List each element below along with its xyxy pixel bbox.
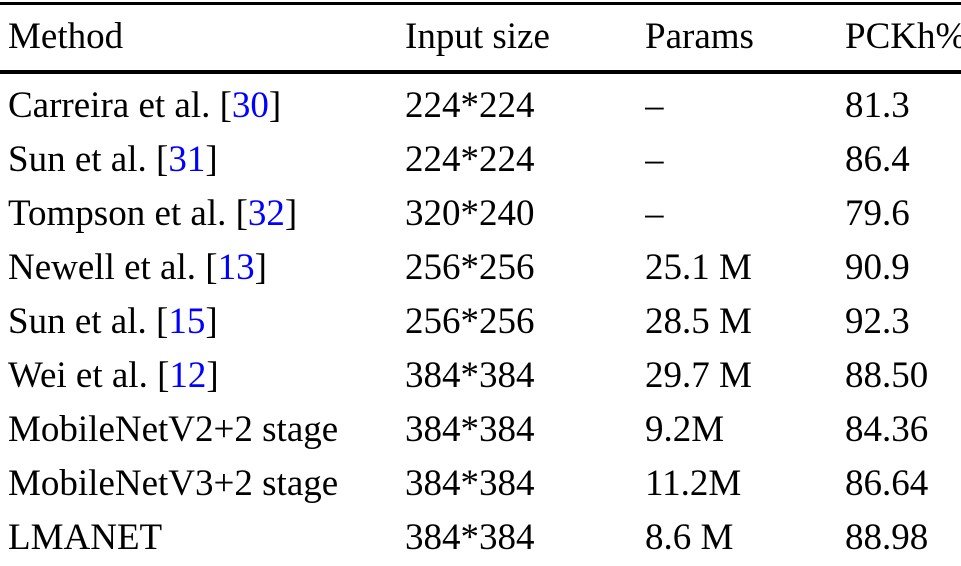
table-row: Tompson et al. [32] 320*240 – 79.6 — [0, 187, 961, 241]
pckh-cell: 88.98 — [845, 517, 929, 558]
method-cell: MobileNetV2+2 stage — [8, 409, 339, 450]
method-cell: MobileNetV3+2 stage — [8, 463, 339, 504]
table-body: Carreira et al. [30] 224*224 – 81.3 Sun et a… — [0, 72, 961, 566]
params-cell: 11.2M — [645, 463, 742, 504]
citation-link[interactable]: 13 — [217, 247, 255, 288]
params-cell: 9.2M — [645, 409, 725, 450]
method-cell: Newell et al. [13] — [8, 247, 267, 288]
params-cell: 8.6 M — [645, 517, 734, 558]
params-cell: 28.5 M — [645, 301, 752, 342]
method-cell: Wei et al. [12] — [8, 355, 219, 396]
table-row: Sun et al. [15] 256*256 28.5 M 92.3 — [0, 295, 961, 349]
input-size-cell: 224*224 — [405, 85, 535, 126]
input-size-cell: 384*384 — [405, 517, 535, 558]
table-row: Newell et al. [13] 256*256 25.1 M 90.9 — [0, 241, 961, 295]
pckh-cell: 84.36 — [845, 409, 929, 450]
pckh-cell: 88.50 — [845, 355, 929, 396]
input-size-cell: 384*384 — [405, 355, 535, 396]
params-cell: 29.7 M — [645, 355, 752, 396]
table-header: Method Input size Params PCKh% — [0, 3, 961, 74]
input-size-cell: 384*384 — [405, 463, 535, 504]
params-cell: 25.1 M — [645, 247, 752, 288]
pckh-cell: 92.3 — [845, 301, 910, 342]
method-cell: Sun et al. [15] — [8, 301, 218, 342]
citation-link[interactable]: 31 — [168, 139, 206, 180]
pckh-cell: 86.64 — [845, 463, 929, 504]
citation-link[interactable]: 15 — [168, 301, 206, 342]
method-cell: LMANET — [8, 517, 163, 558]
method-cell: Tompson et al. [32] — [8, 193, 298, 234]
method-cell: Sun et al. [31] — [8, 139, 218, 180]
pckh-cell: 90.9 — [845, 247, 910, 288]
input-size-cell: 224*224 — [405, 139, 535, 180]
pckh-cell: 79.6 — [845, 193, 910, 234]
table-row: MobileNetV3+2 stage 384*384 11.2M 86.64 — [0, 457, 961, 511]
col-header-input-size: Input size — [405, 3, 645, 74]
col-header-params: Params — [645, 3, 845, 74]
input-size-cell: 256*256 — [405, 247, 535, 288]
header-row: Method Input size Params PCKh% — [0, 3, 961, 74]
table-row: Carreira et al. [30] 224*224 – 81.3 — [0, 72, 961, 133]
table-row: Wei et al. [12] 384*384 29.7 M 88.50 — [0, 349, 961, 403]
params-cell: – — [645, 85, 664, 126]
table-row: Sun et al. [31] 224*224 – 86.4 — [0, 133, 961, 187]
table-row: LMANET 384*384 8.6 M 88.98 — [0, 511, 961, 566]
pckh-cell: 86.4 — [845, 139, 910, 180]
input-size-cell: 384*384 — [405, 409, 535, 450]
pckh-cell: 81.3 — [845, 85, 910, 126]
citation-link[interactable]: 12 — [169, 355, 207, 396]
col-header-method: Method — [0, 3, 405, 74]
citation-link[interactable]: 32 — [247, 193, 285, 234]
table-row: MobileNetV2+2 stage 384*384 9.2M 84.36 — [0, 403, 961, 457]
citation-link[interactable]: 30 — [231, 85, 269, 126]
input-size-cell: 256*256 — [405, 301, 535, 342]
params-cell: – — [645, 193, 664, 234]
params-cell: – — [645, 139, 664, 180]
input-size-cell: 320*240 — [405, 193, 535, 234]
col-header-pckh: PCKh% — [845, 3, 961, 74]
method-cell: Carreira et al. [30] — [8, 85, 282, 126]
